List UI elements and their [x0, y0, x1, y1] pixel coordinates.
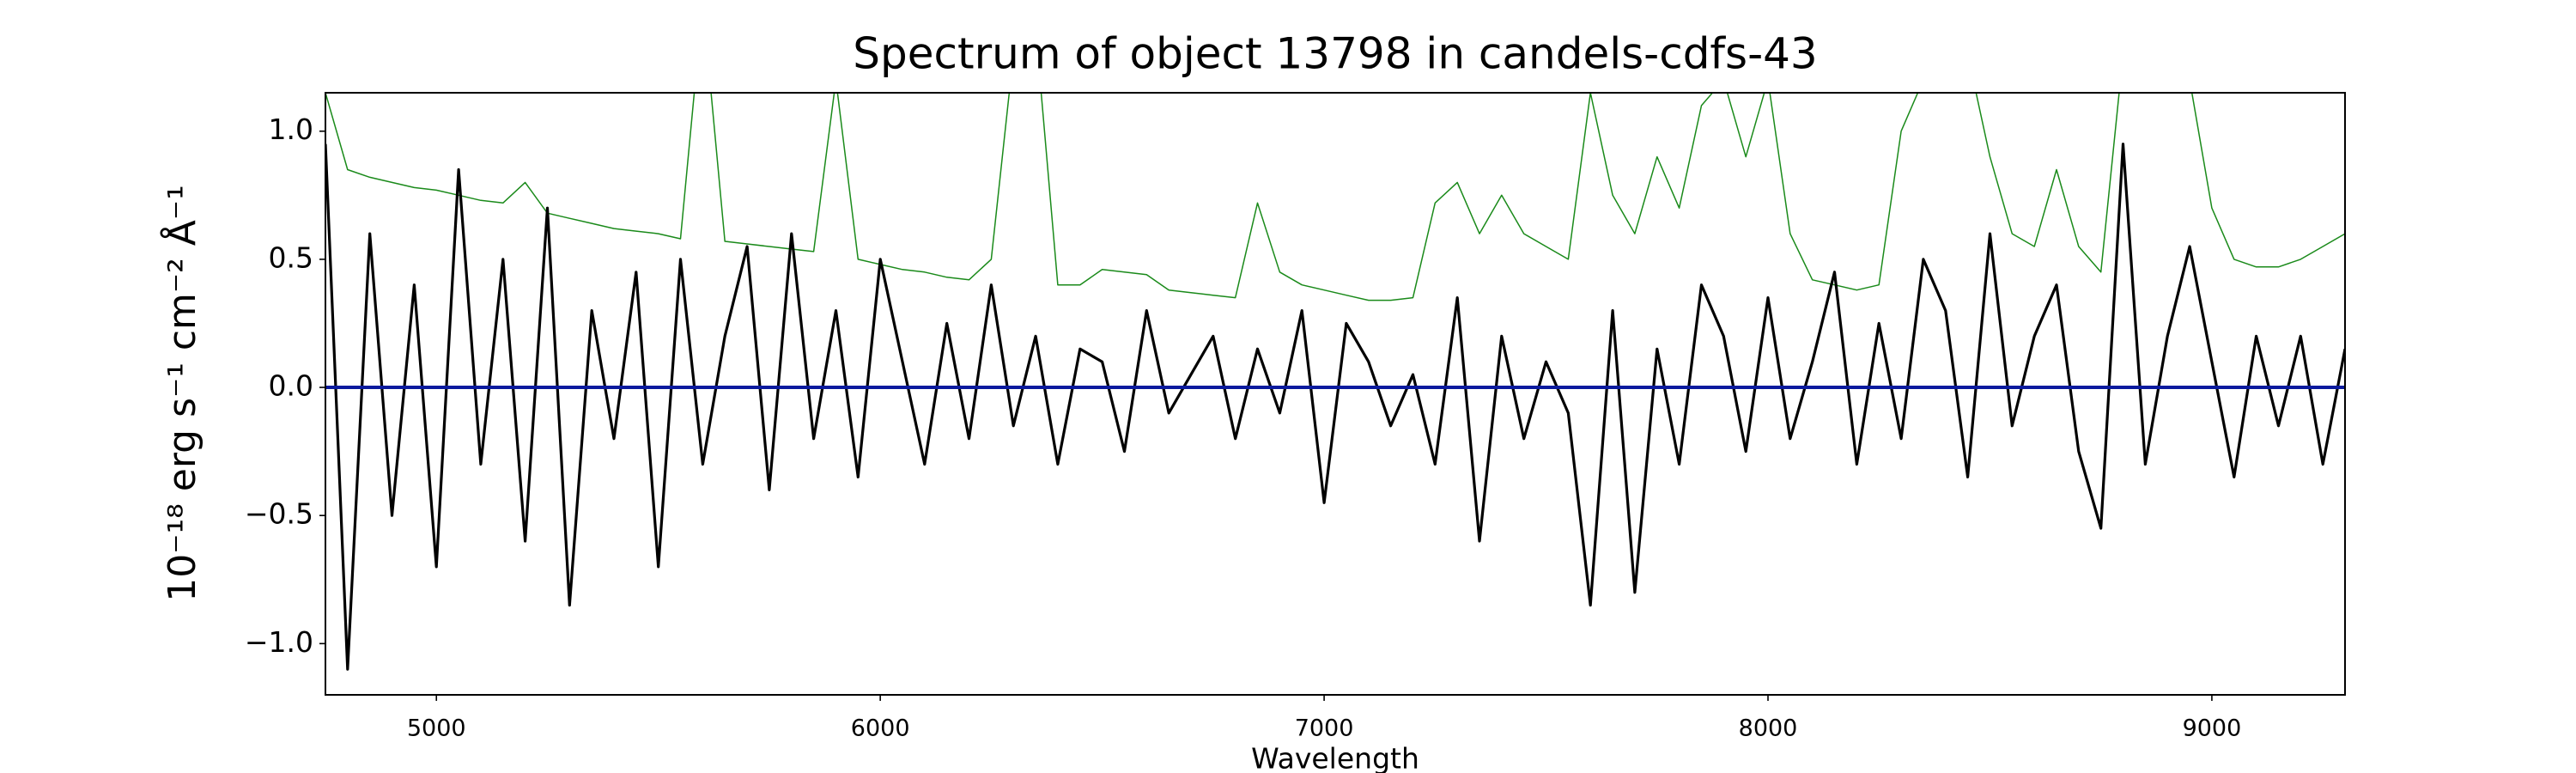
chart-title: Spectrum of object 13798 in candels-cdfs… — [853, 29, 1818, 79]
y-axis-label: 10⁻¹⁸ erg s⁻¹ cm⁻² Å⁻¹ — [159, 185, 204, 601]
x-axis-label: Wavelength — [1251, 742, 1419, 773]
y-tick-label: 1.0 — [269, 113, 313, 146]
spectrum-line — [325, 143, 2345, 671]
x-tick-label: 8000 — [1739, 715, 1798, 742]
axes-frame — [325, 92, 2346, 696]
x-tick-label: 7000 — [1295, 715, 1354, 742]
y-tick-label: 0.5 — [269, 240, 313, 274]
x-tick-label: 6000 — [851, 715, 910, 742]
x-tick-label: 9000 — [2183, 715, 2242, 742]
y-tick-label: 0.0 — [269, 369, 313, 403]
y-tick-label: −0.5 — [245, 497, 313, 531]
plot-area — [325, 93, 2345, 671]
y-tick-label: −1.0 — [245, 625, 313, 659]
x-tick-label: 5000 — [407, 715, 466, 742]
spectrum-line — [325, 93, 2345, 301]
